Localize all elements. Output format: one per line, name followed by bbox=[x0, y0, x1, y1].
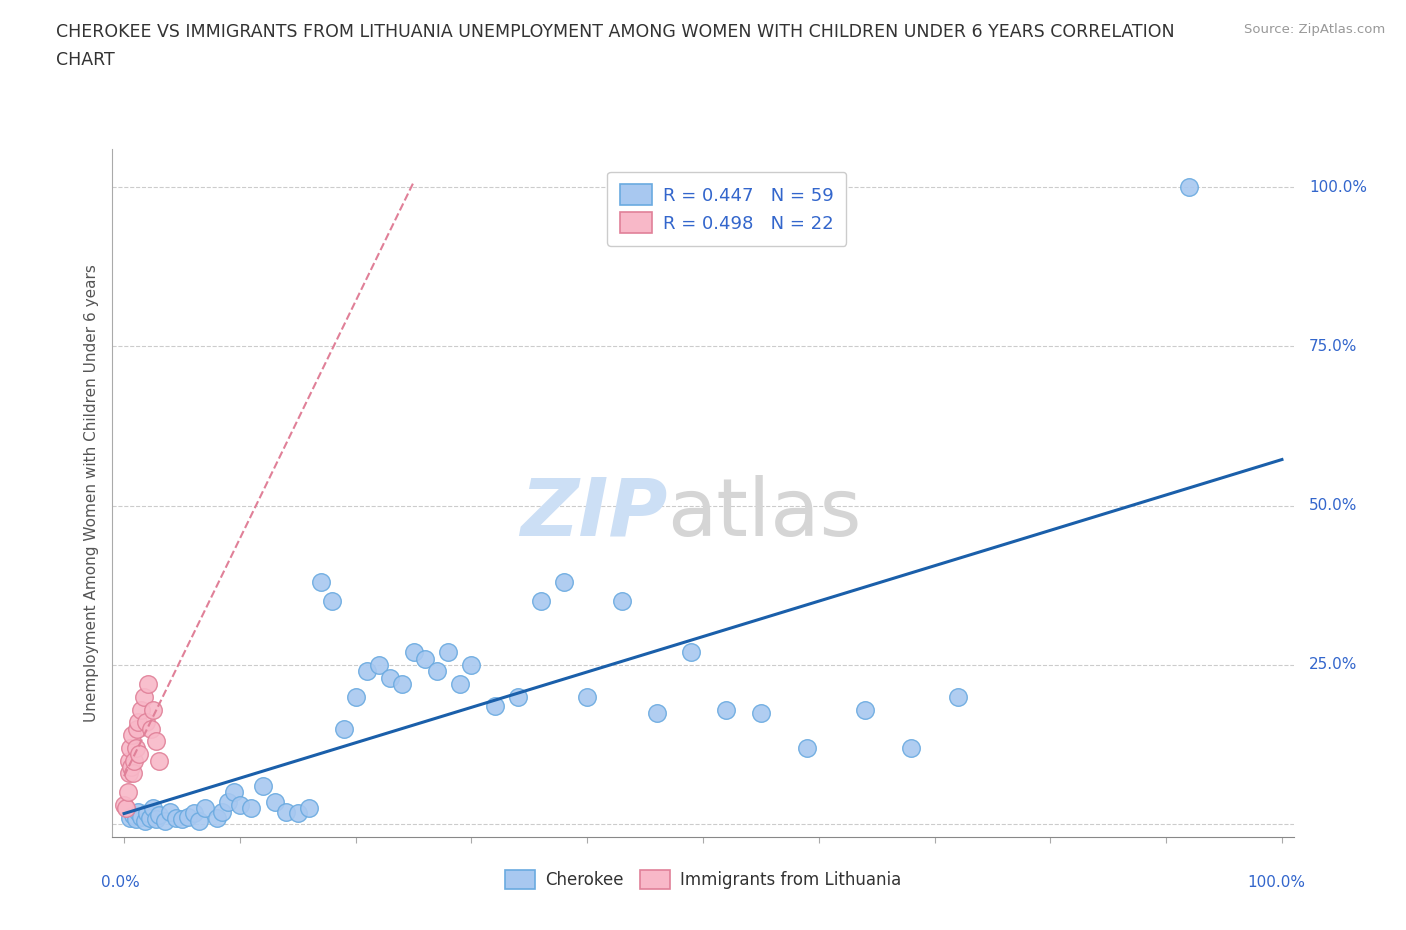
Legend: Cherokee, Immigrants from Lithuania: Cherokee, Immigrants from Lithuania bbox=[496, 861, 910, 897]
Point bbox=[437, 644, 460, 659]
Point bbox=[900, 740, 922, 755]
Point bbox=[134, 814, 156, 829]
Point bbox=[333, 722, 356, 737]
Point bbox=[148, 807, 170, 822]
Point bbox=[413, 651, 436, 666]
Point bbox=[252, 778, 274, 793]
Point bbox=[402, 644, 425, 659]
Point bbox=[796, 740, 818, 755]
Point bbox=[115, 801, 138, 816]
Point bbox=[122, 807, 145, 822]
Point bbox=[530, 593, 553, 608]
Text: ZIP: ZIP bbox=[520, 474, 668, 552]
Point bbox=[714, 702, 737, 717]
Point bbox=[128, 747, 150, 762]
Text: 100.0%: 100.0% bbox=[1247, 875, 1305, 890]
Point bbox=[749, 705, 772, 720]
Point bbox=[229, 798, 252, 813]
Text: 75.0%: 75.0% bbox=[1309, 339, 1357, 353]
Point bbox=[153, 814, 176, 829]
Point bbox=[946, 689, 969, 704]
Point bbox=[1178, 179, 1201, 194]
Point bbox=[449, 677, 471, 692]
Point bbox=[124, 740, 146, 755]
Point bbox=[177, 809, 200, 824]
Point bbox=[240, 801, 263, 816]
Text: 25.0%: 25.0% bbox=[1309, 658, 1357, 672]
Point bbox=[298, 801, 321, 816]
Point bbox=[309, 575, 332, 590]
Point bbox=[131, 702, 153, 717]
Point bbox=[124, 812, 146, 827]
Point bbox=[460, 658, 482, 672]
Point bbox=[145, 812, 167, 827]
Point bbox=[118, 740, 141, 755]
Point bbox=[217, 794, 239, 809]
Point bbox=[367, 658, 389, 672]
Point bbox=[118, 765, 141, 780]
Point bbox=[142, 702, 165, 717]
Point bbox=[148, 753, 170, 768]
Point bbox=[170, 812, 193, 827]
Point bbox=[853, 702, 876, 717]
Point bbox=[205, 810, 228, 825]
Point bbox=[121, 727, 143, 742]
Text: CHEROKEE VS IMMIGRANTS FROM LITHUANIA UNEMPLOYMENT AMONG WOMEN WITH CHILDREN UND: CHEROKEE VS IMMIGRANTS FROM LITHUANIA UN… bbox=[56, 23, 1175, 41]
Point bbox=[118, 753, 141, 768]
Point bbox=[484, 699, 506, 714]
Point bbox=[132, 689, 155, 704]
Point bbox=[681, 644, 703, 659]
Point bbox=[344, 689, 367, 704]
Point bbox=[117, 785, 139, 800]
Point bbox=[391, 677, 413, 692]
Text: CHART: CHART bbox=[56, 51, 115, 69]
Point bbox=[188, 814, 211, 829]
Point bbox=[276, 804, 298, 819]
Point bbox=[124, 753, 146, 768]
Point bbox=[211, 804, 233, 819]
Point bbox=[142, 801, 165, 816]
Point bbox=[321, 593, 343, 608]
Point bbox=[131, 809, 153, 824]
Point bbox=[118, 810, 141, 825]
Point bbox=[145, 734, 167, 749]
Point bbox=[576, 689, 599, 704]
Point bbox=[183, 805, 205, 820]
Point bbox=[138, 677, 160, 692]
Text: 100.0%: 100.0% bbox=[1309, 179, 1367, 194]
Point bbox=[610, 593, 633, 608]
Point bbox=[645, 705, 668, 720]
Y-axis label: Unemployment Among Women with Children Under 6 years: Unemployment Among Women with Children U… bbox=[84, 264, 100, 722]
Point bbox=[222, 785, 245, 800]
Point bbox=[112, 798, 135, 813]
Point bbox=[165, 810, 187, 825]
Point bbox=[122, 765, 145, 780]
Text: atlas: atlas bbox=[668, 474, 862, 552]
Point bbox=[426, 664, 449, 679]
Point bbox=[135, 715, 157, 730]
Point bbox=[287, 805, 309, 820]
Point bbox=[125, 722, 148, 737]
Point bbox=[139, 722, 162, 737]
Text: 50.0%: 50.0% bbox=[1309, 498, 1357, 513]
Point bbox=[138, 810, 160, 825]
Point bbox=[194, 801, 217, 816]
Point bbox=[506, 689, 529, 704]
Point bbox=[120, 760, 142, 775]
Point bbox=[380, 671, 402, 685]
Text: Source: ZipAtlas.com: Source: ZipAtlas.com bbox=[1244, 23, 1385, 36]
Point bbox=[127, 804, 149, 819]
Point bbox=[136, 805, 159, 820]
Text: 0.0%: 0.0% bbox=[101, 875, 139, 890]
Point bbox=[127, 715, 149, 730]
Point bbox=[263, 794, 285, 809]
Point bbox=[356, 664, 378, 679]
Point bbox=[159, 804, 181, 819]
Point bbox=[553, 575, 575, 590]
